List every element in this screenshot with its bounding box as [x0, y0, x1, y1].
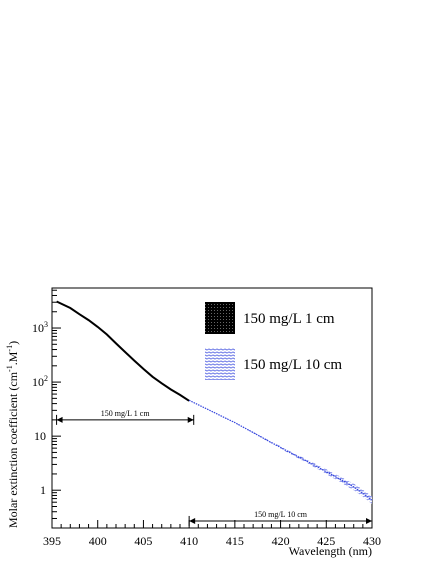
- x-axis-ticks: [51, 520, 373, 528]
- y-tick-label: 1: [40, 483, 46, 497]
- x-tick-label: 405: [134, 534, 152, 548]
- x-tick-label: 425: [317, 534, 335, 548]
- series-10cm-band: [189, 400, 372, 504]
- x-tick-label: 430: [363, 534, 381, 548]
- plot-frame: [51, 287, 373, 529]
- y-tick-label: 103: [32, 320, 48, 335]
- x-tick-label: 410: [180, 534, 198, 548]
- x-axis-tick-labels: 395 400 405 410 415 420 425 430: [43, 534, 381, 548]
- y-axis-label-sup1: -1: [5, 365, 14, 372]
- y-axis-tick-labels: 1 10 102 103: [32, 320, 48, 497]
- x-tick-label: 400: [89, 534, 107, 548]
- range-arrow-10cm-label: 150 mg/L 10 cm: [254, 510, 308, 519]
- y-axis-ticks: [52, 289, 61, 529]
- legend-label-1cm: 150 mg/L 1 cm: [243, 311, 335, 327]
- x-tick-label: 395: [43, 534, 61, 548]
- series-10cm-line: [188, 399, 373, 501]
- y-axis-label-end: ): [6, 341, 20, 345]
- range-arrow-1cm-right-head: [187, 416, 194, 423]
- x-axis-label: Wavelength (nm): [289, 544, 372, 558]
- x-tick-label: 420: [272, 534, 290, 548]
- legend-swatch-1cm: [205, 302, 235, 334]
- y-axis-label-main: Molar extinction coefficient (cm: [6, 371, 20, 528]
- range-arrow-1cm-label: 150 mg/L 1 cm: [101, 409, 151, 418]
- x-tick-label: 415: [226, 534, 244, 548]
- y-axis-label-sup2: -1: [5, 345, 14, 352]
- y-tick-label: 10: [34, 429, 46, 443]
- series-1cm-line: [56, 300, 190, 402]
- y-axis-label-mid: .M: [6, 351, 20, 365]
- range-arrow-10cm-left-head: [189, 517, 196, 524]
- series-layer: [56, 300, 373, 504]
- range-arrow-1cm-left-head: [56, 416, 63, 423]
- y-axis-label: Molar extinction coefficient (cm-1.M-1): [5, 341, 20, 528]
- legend: 150 mg/L 1 cm 150 mg/L 10 cm: [205, 302, 342, 380]
- y-tick-label: 102: [32, 374, 48, 389]
- legend-swatch-10cm: [205, 348, 235, 380]
- range-arrow-10cm-right-head: [366, 517, 372, 524]
- legend-label-10cm: 150 mg/L 10 cm: [243, 357, 342, 373]
- annotation-layer: 150 mg/L 1 cm 150 mg/L 10 cm: [56, 409, 373, 526]
